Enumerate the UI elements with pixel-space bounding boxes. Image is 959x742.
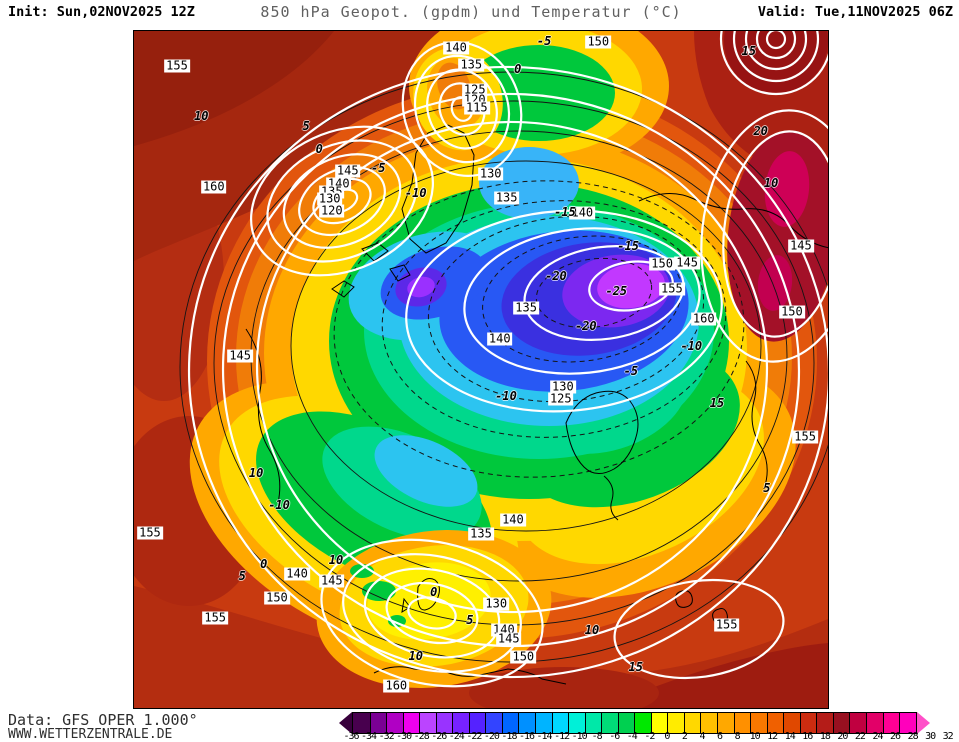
colorbar-cell	[750, 713, 767, 733]
colorbar-tick-label: -20	[483, 731, 500, 742]
colorbar-cell	[700, 713, 718, 733]
colorbar-cell	[899, 713, 916, 733]
weather-map: 155 160 145 155 155 140 145 150 145 140 135 130 120 1…	[133, 30, 829, 709]
colorbar-tick-label: -2	[644, 731, 655, 742]
colorbar-tick-label: 4	[699, 731, 705, 742]
init-time-label: Init: Sun,02NOV2025 12Z	[8, 4, 195, 20]
colorbar-tick-label: 0	[664, 731, 670, 742]
colorbar-cell	[452, 713, 469, 733]
colorbar-tick-label: 26	[890, 731, 901, 742]
colorbar-tick-label: -14	[536, 731, 553, 742]
colorbar-cells	[352, 712, 917, 734]
colorbar-cell	[518, 713, 536, 733]
colorbar-cell	[783, 713, 800, 733]
colorbar-cell	[568, 713, 585, 733]
colorbar-tick-label: -12	[554, 731, 570, 742]
colorbar-cell	[766, 713, 784, 733]
colorbar-tick-label: 24	[872, 731, 883, 742]
valid-time-label: Valid: Tue,11NOV2025 06Z	[757, 4, 953, 20]
colorbar-tick-label: -8	[591, 731, 603, 742]
colorbar-cell	[468, 713, 486, 733]
colorbar-cell	[683, 713, 701, 733]
colorbar-tick-label: -22	[466, 731, 482, 742]
colorbar-tick-label: 12	[767, 731, 778, 742]
colorbar-cell	[617, 713, 635, 733]
colorbar-tick-label: 8	[734, 731, 741, 742]
colorbar-tick-label: 16	[802, 731, 813, 742]
colorbar-cell	[584, 713, 602, 733]
colorbar-cell	[601, 713, 618, 733]
colorbar-cell	[733, 713, 751, 733]
colorbar-cell	[717, 713, 734, 733]
colorbar-tick-label: -26	[431, 731, 447, 742]
colorbar-tick-label: 28	[907, 731, 919, 742]
colorbar-cell	[369, 713, 387, 733]
colorbar-cell	[865, 713, 883, 733]
colorbar-tick-label: -6	[609, 731, 620, 742]
colorbar-cell	[882, 713, 900, 733]
uk-low-contours	[320, 538, 544, 688]
colorbar-tick-label: 30	[925, 731, 936, 742]
colorbar-tick-label: -32	[378, 731, 395, 742]
colorbar-left-arrow-icon	[339, 712, 352, 734]
colorbar-cell	[353, 713, 370, 733]
colorbar-tick-label: -10	[571, 731, 588, 742]
colorbar-tick-label: 6	[717, 731, 723, 742]
colorbar-cell	[849, 713, 866, 733]
cyclone-spiral-icon	[719, 31, 828, 96]
colorbar-cell	[799, 713, 817, 733]
colorbar-tick-label: -34	[361, 731, 377, 742]
colorbar-tick-label: -36	[343, 731, 359, 742]
coastlines	[245, 124, 828, 685]
weather-map-canvas	[134, 31, 828, 708]
colorbar-cell	[832, 713, 850, 733]
colorbar-tick-label: -18	[501, 731, 517, 742]
map-title: 850 hPa Geopot. (gpdm) und Temperatur (°…	[260, 3, 682, 21]
colorbar-ticks: -36 -34 -32 -30 -28 -26 -24 -22 -20 -18 -16 -14 -12-…	[343, 731, 954, 742]
colorbar-cell	[435, 713, 453, 733]
colorbar-cell	[634, 713, 651, 733]
colorbar-cell	[402, 713, 420, 733]
colorbar-tick-label: -4	[626, 731, 638, 742]
data-source-label: Data: GFS OPER 1.000°	[8, 711, 198, 729]
colorbar-tick-label: 14	[784, 731, 796, 742]
colorbar-tick-label: -16	[518, 731, 535, 742]
colorbar-cell	[501, 713, 519, 733]
colorbar-cell	[667, 713, 684, 733]
colorbar-tick-label: -30	[396, 731, 412, 742]
colorbar-tick-label: 18	[819, 731, 831, 742]
colorbar-tick-label: 32	[942, 731, 954, 742]
colorbar-cell	[551, 713, 569, 733]
colorbar-cell	[650, 713, 668, 733]
colorbar-cell	[816, 713, 833, 733]
colorbar-tick-label: 20	[837, 731, 848, 742]
colorbar-tick-label: -24	[448, 731, 465, 742]
colorbar	[339, 712, 930, 734]
colorbar-tick-label: 22	[854, 731, 866, 742]
colorbar-cell	[419, 713, 436, 733]
temperature-field	[134, 31, 828, 708]
colorbar-tick-label: 10	[749, 731, 761, 742]
colorbar-cell	[386, 713, 403, 733]
colorbar-tick-label: 2	[681, 731, 688, 742]
colorbar-tick-label: -28	[413, 731, 430, 742]
colorbar-right-arrow-icon	[916, 712, 930, 734]
colorbar-cell	[535, 713, 552, 733]
colorbar-cell	[485, 713, 502, 733]
website-label: WWW.WETTERZENTRALE.DE	[8, 727, 173, 742]
